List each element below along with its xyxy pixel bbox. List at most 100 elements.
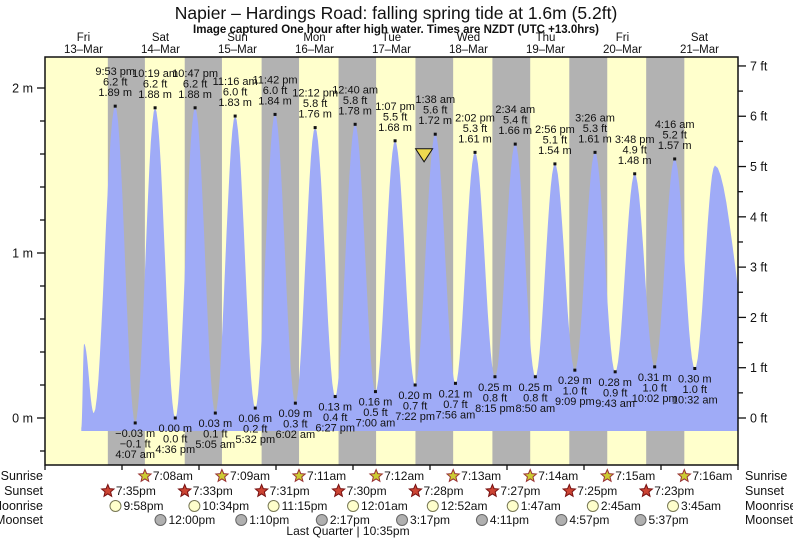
capture-triangle-icon — [414, 148, 434, 163]
tide-extreme-dot — [673, 157, 677, 161]
sunrise-time: 7:13am — [461, 469, 501, 483]
high-tide-metres: 1.88 m — [138, 89, 172, 101]
tide-extreme-dot — [133, 421, 137, 425]
moonset-time: 5:37pm — [649, 513, 689, 527]
low-tide-time: 7:00 am — [356, 418, 396, 430]
tide-extreme-dot — [253, 406, 257, 410]
tide-extreme-dot — [553, 162, 557, 166]
axes: 0 m 1 m 2 m 0 ft 1 ft 2 ft 3 ft 4 ft 5 ft 6 ft 7 f… — [12, 56, 768, 470]
moonrise-icon — [267, 500, 280, 512]
moonrise-icon — [506, 500, 519, 512]
moonset-icon — [396, 514, 409, 526]
chart-title: Napier – Hardings Road: falling spring t… — [175, 3, 618, 23]
low-tide-feet: 0.7 ft — [403, 401, 427, 413]
sun-moon-events: 7:08am 7:09am 7:11am 7:12am 7:13am 7:14am 7:15… — [100, 468, 732, 527]
right-axis-label: 4 ft — [750, 210, 768, 224]
sunset-time: 7:23pm — [654, 484, 694, 498]
tide-extreme-dot — [693, 367, 697, 370]
high-tide-time: 10:47 pm — [172, 68, 218, 80]
low-tide-metres: 0.09 m — [279, 408, 313, 420]
day-name-label: Wed — [457, 32, 480, 44]
high-tide-metres: 1.72 m — [418, 115, 452, 127]
sunrise-row-label-left: Sunrise — [1, 469, 43, 483]
high-tide-time: 4:16 am — [655, 119, 695, 131]
low-tide-feet: 1.0 ft — [642, 382, 666, 394]
right-axis-label: 5 ft — [750, 160, 768, 174]
moonrise-time: 12:52am — [441, 499, 488, 513]
low-tide-time: 6:27 pm — [315, 423, 355, 435]
low-tide-metres: 0.20 m — [398, 390, 432, 402]
high-tide-metres: 1.57 m — [658, 140, 692, 152]
day-name-label: Fri — [616, 32, 629, 44]
high-tide-metres: 1.76 m — [298, 109, 332, 121]
tide-extreme-dot — [613, 370, 617, 374]
sunrise-row-label-right: Sunrise — [745, 469, 787, 483]
low-tide-metres: 0.16 m — [359, 397, 393, 409]
moonset-icon — [475, 514, 488, 526]
moonset-time: 4:57pm — [569, 513, 609, 527]
low-tide-time: 10:02 pm — [632, 393, 678, 405]
day-date-label: 20–Mar — [603, 44, 642, 56]
day-name-label: Tue — [382, 32, 401, 44]
sunset-star-icon — [331, 483, 346, 498]
high-tide-feet: 5.4 ft — [503, 115, 527, 127]
day-name-label: Fri — [77, 32, 90, 44]
moonrise-icon — [188, 500, 201, 512]
high-tide-feet: 5.1 ft — [543, 134, 567, 146]
low-tide-feet: 1.0 ft — [683, 384, 707, 396]
low-tide-time: 8:15 pm — [475, 403, 515, 415]
high-tide-time: 10:19 am — [132, 68, 178, 80]
moonset-time: 12:00pm — [169, 513, 216, 527]
tide-extreme-dot — [493, 375, 497, 379]
sunrise-time: 7:09am — [230, 469, 270, 483]
high-tide-metres: 1.66 m — [498, 125, 532, 137]
sunset-row-label-right: Sunset — [745, 484, 784, 498]
low-tide-feet: 0.7 ft — [443, 399, 467, 411]
low-tide-time: 8:50 am — [515, 403, 555, 415]
day-name-label: Sat — [152, 32, 170, 44]
day-date-label: 19–Mar — [526, 44, 565, 56]
day-name-label: Sun — [227, 32, 247, 44]
low-tide-metres: 0.21 m — [439, 388, 473, 400]
low-tide-feet: 0.2 ft — [243, 424, 267, 436]
high-tide-feet: 5.8 ft — [343, 95, 367, 107]
tide-extreme-dot — [313, 126, 317, 130]
sunset-time: 7:25pm — [577, 484, 617, 498]
sunrise-time: 7:16am — [692, 469, 732, 483]
sunset-time: 7:30pm — [347, 484, 387, 498]
moonset-icon — [555, 514, 568, 526]
moonrise-time: 1:47am — [521, 499, 561, 513]
high-tide-feet: 6.2 ft — [183, 78, 207, 90]
sunrise-star-icon — [368, 468, 384, 483]
tide-extreme-dot — [193, 106, 197, 110]
moonrise-time: 12:01am — [361, 499, 408, 513]
moonrise-icon — [347, 500, 360, 512]
tide-extreme-dot — [453, 381, 457, 385]
tide-extreme-dot — [113, 104, 117, 108]
low-tide-feet: 0.0 ft — [163, 434, 187, 446]
plot-border — [44, 56, 739, 466]
low-tide-time: 5:32 pm — [235, 434, 275, 446]
high-tide-time: 1:38 am — [415, 94, 455, 106]
sunset-time: 7:35pm — [116, 484, 156, 498]
low-tide-time: 7:56 am — [436, 409, 476, 421]
low-tide-metres: 0.25 m — [519, 382, 553, 394]
moonset-icon — [634, 514, 647, 526]
right-axis-label: 2 ft — [750, 311, 768, 325]
high-tide-metres: 1.61 m — [458, 133, 492, 145]
tide-extreme-dot — [533, 375, 537, 379]
moonrise-time: 11:15pm — [282, 499, 328, 513]
high-tide-feet: 5.3 ft — [583, 123, 607, 135]
capture-time-marker — [414, 148, 434, 163]
tide-extreme-dot — [513, 142, 517, 146]
low-tide-metres: 0.13 m — [318, 402, 352, 414]
high-tide-feet: 5.8 ft — [303, 98, 327, 110]
moonrise-icon — [426, 500, 439, 512]
high-tide-metres: 1.48 m — [618, 155, 652, 167]
sunrise-time: 7:11am — [307, 469, 346, 483]
high-tide-time: 3:26 am — [575, 112, 615, 124]
low-tide-time: 5:05 am — [195, 439, 235, 451]
sunset-time: 7:31pm — [270, 484, 310, 498]
moonrise-icon — [109, 500, 122, 512]
